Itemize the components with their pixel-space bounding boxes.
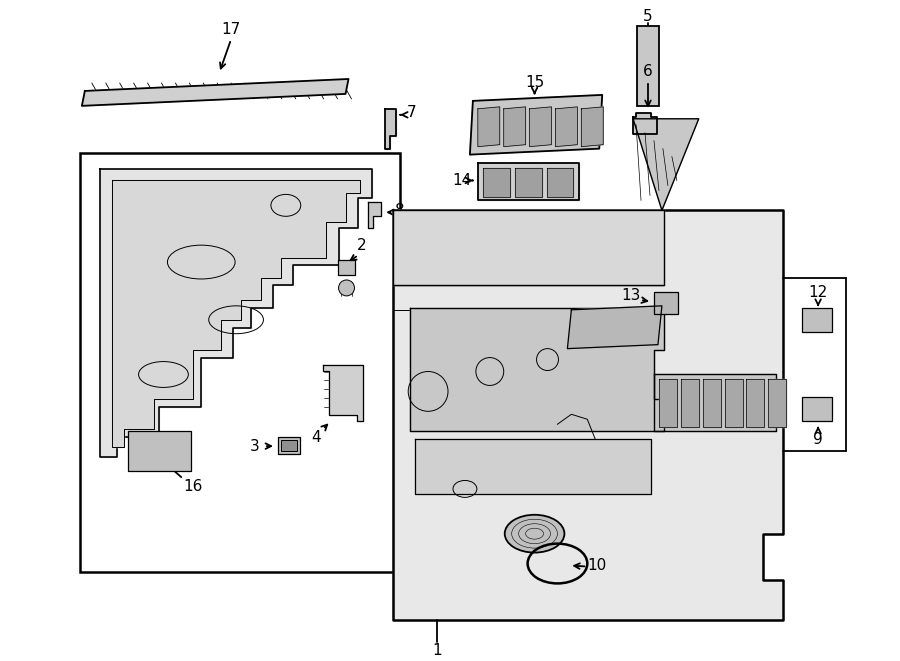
Circle shape	[338, 280, 355, 296]
Polygon shape	[482, 167, 509, 198]
Text: 12: 12	[808, 286, 828, 300]
Polygon shape	[529, 107, 552, 147]
Bar	[802, 397, 832, 421]
Polygon shape	[724, 379, 742, 427]
Bar	[128, 431, 192, 471]
Polygon shape	[567, 306, 662, 348]
Text: 7: 7	[407, 105, 416, 120]
Polygon shape	[100, 169, 373, 457]
Polygon shape	[515, 167, 542, 198]
Polygon shape	[504, 107, 526, 147]
Text: 16: 16	[184, 479, 203, 494]
Polygon shape	[555, 107, 578, 147]
Polygon shape	[82, 79, 348, 106]
Text: 6: 6	[644, 63, 652, 79]
Text: 3: 3	[250, 439, 260, 453]
Polygon shape	[478, 107, 500, 147]
Text: 17: 17	[221, 22, 240, 37]
Text: 14: 14	[453, 173, 472, 188]
Text: 11: 11	[617, 414, 636, 429]
Text: 15: 15	[525, 75, 544, 91]
Polygon shape	[746, 379, 764, 427]
Bar	[637, 26, 659, 106]
Text: 8: 8	[395, 203, 405, 218]
Ellipse shape	[505, 515, 564, 553]
Polygon shape	[393, 210, 664, 285]
Polygon shape	[410, 308, 664, 431]
Polygon shape	[470, 95, 602, 155]
Bar	[338, 260, 356, 275]
Polygon shape	[654, 375, 777, 431]
Polygon shape	[385, 109, 396, 149]
Bar	[281, 440, 297, 451]
Polygon shape	[415, 439, 651, 494]
Polygon shape	[703, 379, 721, 427]
Polygon shape	[680, 379, 698, 427]
Polygon shape	[769, 379, 787, 427]
Bar	[802, 308, 832, 332]
Text: 1: 1	[432, 642, 442, 658]
Polygon shape	[659, 379, 677, 427]
Text: 2: 2	[356, 238, 366, 253]
Polygon shape	[478, 163, 580, 200]
Text: 9: 9	[814, 432, 823, 447]
Bar	[654, 292, 678, 314]
Polygon shape	[581, 107, 603, 147]
Polygon shape	[368, 202, 382, 228]
Polygon shape	[322, 364, 364, 421]
Text: 4: 4	[310, 430, 320, 445]
Bar	[278, 437, 300, 454]
Text: 13: 13	[621, 288, 641, 303]
Polygon shape	[393, 210, 783, 620]
Text: 10: 10	[588, 558, 607, 573]
Polygon shape	[633, 119, 698, 210]
Text: 5: 5	[644, 9, 652, 24]
Polygon shape	[546, 167, 573, 198]
Bar	[80, 153, 400, 572]
Polygon shape	[633, 113, 657, 134]
Polygon shape	[112, 180, 361, 447]
